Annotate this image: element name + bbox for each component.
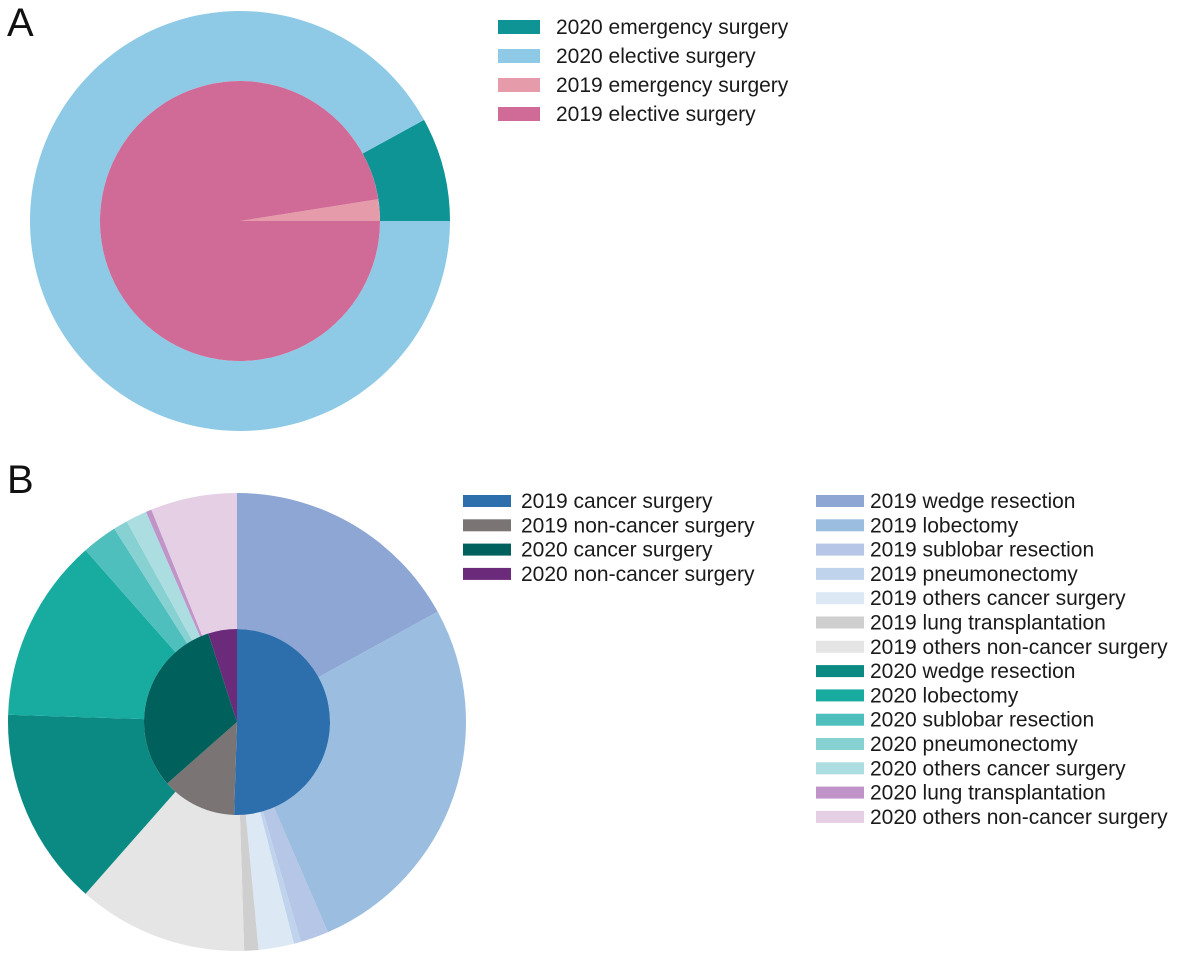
- panel-b-legend-label-2019-lobectomy: 2019 lobectomy: [870, 514, 1019, 537]
- panel-b-outer-slice-2019-others-cancer-surgery: [245, 812, 294, 950]
- panel-b-legend-swatch-2019-others-non-cancer-surgery: [816, 640, 864, 653]
- panel-b-legend-label-2020-others-cancer-surgery: 2020 others cancer surgery: [870, 757, 1126, 780]
- panel-b-legend-label-2019-non-cancer-surgery: 2019 non-cancer surgery: [521, 514, 755, 537]
- panel-b-inner-slice-2019-non-cancer-surgery: [167, 722, 237, 815]
- panel-b-outer-slice-2020-pneumonectomy: [114, 521, 193, 644]
- panel-b-outer-slice-2019-pneumonectomy: [260, 811, 301, 944]
- panel-a-legend-label-2020-emergency-surgery: 2020 emergency surgery: [556, 16, 789, 39]
- panel-b-legend-swatch-2019-pneumonectomy: [816, 567, 864, 580]
- panel-b-legend-swatch-2020-others-cancer-surgery: [816, 762, 864, 775]
- panel-b-legend-label-2020-others-non-cancer-surgery: 2020 others non-cancer surgery: [870, 806, 1168, 829]
- panel-a-legend-label-2020-elective-surgery: 2020 elective surgery: [556, 45, 756, 68]
- panel-b-legend-swatch-2020-wedge-resection: [816, 665, 864, 678]
- panel-b-legend-label-2020-wedge-resection: 2020 wedge resection: [870, 660, 1075, 683]
- panel-b-legend-label-2019-sublobar-resection: 2019 sublobar resection: [870, 539, 1094, 562]
- panel-b-legend-swatch-2020-lung-transplantation: [816, 786, 864, 799]
- panel-a-legend: 2020 emergency surgery 2020 elective surg…: [498, 16, 789, 126]
- panel-b-legend-swatch-2020-cancer-surgery: [463, 543, 511, 556]
- panel-b-inner-slice-2020-cancer-surgery: [144, 633, 237, 784]
- panel-a-legend-label-2019-elective-surgery: 2019 elective surgery: [556, 103, 756, 126]
- panel-a-label: A: [7, 1, 34, 45]
- panel-b-outer-slice-2020-others-cancer-surgery: [126, 511, 201, 641]
- panel-b-inner-slice-2020-non-cancer-surgery: [208, 629, 237, 722]
- panel-b-outer-slice-2020-others-non-cancer-surgery: [151, 493, 237, 636]
- panel-b-chart: [8, 493, 466, 952]
- panel-b-label: B: [7, 458, 34, 502]
- panel-a-chart: [30, 11, 451, 432]
- panel-b-legend-swatch-2019-lung-transplantation: [816, 616, 864, 629]
- panel-b-legend-label-2019-others-non-cancer-surgery: 2019 others non-cancer surgery: [870, 636, 1168, 659]
- panel-a-legend-label-2019-emergency-surgery: 2019 emergency surgery: [556, 74, 789, 97]
- panel-b-legend-swatch-2020-lobectomy: [816, 689, 864, 702]
- panel-b-outer-slice-2019-wedge-resection: [237, 493, 438, 678]
- panel-b-legend-swatch-2019-cancer-surgery: [463, 495, 511, 507]
- panel-b-inner-slice-2019-cancer-surgery: [234, 629, 331, 816]
- panel-b-legend-swatch-2019-sublobar-resection: [816, 543, 864, 556]
- panel-b-legend-swatch-2020-pneumonectomy: [816, 738, 864, 750]
- panel-b-legend-label-2019-lung-transplantation: 2019 lung transplantation: [870, 612, 1106, 635]
- panel-b-outer-slice-2019-others-non-cancer-surgery: [85, 791, 245, 952]
- panel-b-outer-slice-2019-sublobar-resection: [262, 807, 328, 942]
- panel-b-legend-label-2020-lung-transplantation: 2020 lung transplantation: [870, 782, 1106, 805]
- panel-b-legend-label-2020-lobectomy: 2020 lobectomy: [870, 684, 1019, 707]
- panel-a-inner-slice-2019-elective-surgery: [99, 80, 380, 361]
- panel-b-outer-slice-2020-wedge-resection: [8, 714, 176, 894]
- panel-b-outer-slice-2019-lung-transplantation: [239, 814, 259, 951]
- panel-a-legend-swatch-2020-elective-surgery: [498, 49, 540, 63]
- panel-b-legend-label-2020-sublobar-resection: 2020 sublobar resection: [870, 709, 1094, 732]
- panel-b-outer-slice-2020-sublobar-resection: [85, 528, 188, 653]
- panel-a-legend-swatch-2019-emergency-surgery: [498, 78, 540, 92]
- panel-b-legend-label-2019-cancer-surgery: 2019 cancer surgery: [521, 490, 713, 513]
- panel-b-legend-label-2019-wedge-resection: 2019 wedge resection: [870, 490, 1075, 513]
- panel-b-legend-label-2020-cancer-surgery: 2020 cancer surgery: [521, 539, 713, 562]
- panel-b-legend-swatch-2019-lobectomy: [816, 519, 864, 532]
- panel-b-legend-swatch-2020-others-non-cancer-surgery: [816, 810, 864, 823]
- panel-a-legend-swatch-2020-emergency-surgery: [498, 20, 540, 34]
- panel-b-legend-swatch-2019-others-cancer-surgery: [816, 592, 864, 605]
- panel-b-legend-label-2020-pneumonectomy: 2020 pneumonectomy: [870, 733, 1078, 756]
- panel-b-legend-swatch-2019-non-cancer-surgery: [463, 519, 511, 532]
- panel-b-outer-slice-2019-lobectomy: [273, 611, 466, 933]
- panel-b-legend-swatch-2020-sublobar-resection: [816, 713, 864, 726]
- panel-a-outer-slice-2020-emergency-surgery: [362, 119, 450, 221]
- panel-b-legend-label-2020-non-cancer-surgery: 2020 non-cancer surgery: [521, 563, 755, 586]
- panel-b-legend-swatch-2020-non-cancer-surgery: [463, 567, 511, 580]
- panel-b-outer-slice-2020-lobectomy: [8, 550, 176, 720]
- panel-a-legend-swatch-2019-elective-surgery: [498, 107, 540, 121]
- panel-b-legend-swatch-2019-wedge-resection: [816, 495, 864, 507]
- panel-b-legend-label-2019-others-cancer-surgery: 2019 others cancer surgery: [870, 587, 1126, 610]
- panel-a-inner-slice-2019-emergency-surgery: [240, 199, 380, 221]
- panel-b-legend-label-2019-pneumonectomy: 2019 pneumonectomy: [870, 563, 1078, 586]
- panel-b-outer-slice-2020-lung-transplantation: [146, 509, 203, 637]
- panel-a-outer-slice-2020-elective-surgery: [30, 11, 451, 432]
